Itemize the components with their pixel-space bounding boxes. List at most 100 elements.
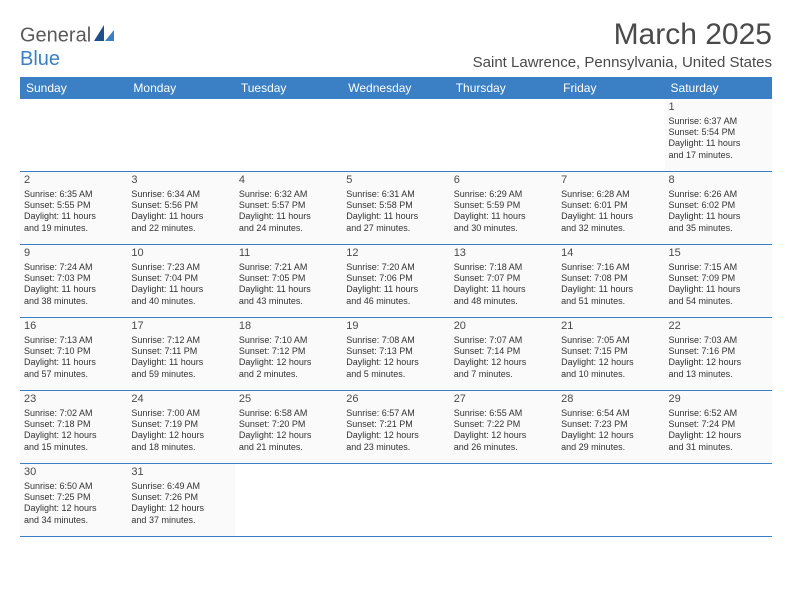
month-title: March 2025 — [473, 18, 772, 52]
day2-text: and 26 minutes. — [454, 442, 553, 453]
brand-name: GeneralBlue — [20, 24, 115, 71]
day-cell: 21Sunrise: 7:05 AMSunset: 7:15 PMDayligh… — [557, 318, 664, 390]
sail-icon — [93, 24, 115, 48]
day2-text: and 43 minutes. — [239, 296, 338, 307]
day-cell-empty — [342, 464, 449, 536]
day-cell-empty — [450, 99, 557, 171]
sunrise-text: Sunrise: 7:07 AM — [454, 335, 553, 346]
day1-text: Daylight: 11 hours — [346, 284, 445, 295]
sunrise-text: Sunrise: 6:57 AM — [346, 408, 445, 419]
day1-text: Daylight: 11 hours — [561, 284, 660, 295]
day2-text: and 13 minutes. — [669, 369, 768, 380]
day-number: 4 — [239, 174, 338, 188]
sunset-text: Sunset: 6:01 PM — [561, 200, 660, 211]
sunrise-text: Sunrise: 6:28 AM — [561, 189, 660, 200]
day-cell: 8Sunrise: 6:26 AMSunset: 6:02 PMDaylight… — [665, 172, 772, 244]
sunset-text: Sunset: 6:02 PM — [669, 200, 768, 211]
day-number: 2 — [24, 174, 123, 188]
day-number: 10 — [131, 247, 230, 261]
day1-text: Daylight: 12 hours — [346, 357, 445, 368]
day2-text: and 22 minutes. — [131, 223, 230, 234]
day-cell: 1Sunrise: 6:37 AMSunset: 5:54 PMDaylight… — [665, 99, 772, 171]
sunrise-text: Sunrise: 6:26 AM — [669, 189, 768, 200]
sunrise-text: Sunrise: 6:37 AM — [669, 116, 768, 127]
day2-text: and 38 minutes. — [24, 296, 123, 307]
day2-text: and 54 minutes. — [669, 296, 768, 307]
day1-text: Daylight: 12 hours — [131, 430, 230, 441]
day-cell: 2Sunrise: 6:35 AMSunset: 5:55 PMDaylight… — [20, 172, 127, 244]
day-cell: 6Sunrise: 6:29 AMSunset: 5:59 PMDaylight… — [450, 172, 557, 244]
day2-text: and 59 minutes. — [131, 369, 230, 380]
location: Saint Lawrence, Pennsylvania, United Sta… — [473, 54, 772, 71]
day-number: 30 — [24, 466, 123, 480]
day-cell: 3Sunrise: 6:34 AMSunset: 5:56 PMDaylight… — [127, 172, 234, 244]
day-cell-empty — [665, 464, 772, 536]
sunrise-text: Sunrise: 7:00 AM — [131, 408, 230, 419]
sunrise-text: Sunrise: 7:08 AM — [346, 335, 445, 346]
brand-name-a: General — [20, 24, 91, 46]
brand-logo: GeneralBlue — [20, 24, 115, 71]
day1-text: Daylight: 12 hours — [454, 357, 553, 368]
day1-text: Daylight: 12 hours — [239, 430, 338, 441]
day-cell-empty — [127, 99, 234, 171]
sunset-text: Sunset: 7:11 PM — [131, 346, 230, 357]
sunset-text: Sunset: 7:08 PM — [561, 273, 660, 284]
day-number: 5 — [346, 174, 445, 188]
day1-text: Daylight: 11 hours — [24, 357, 123, 368]
day-cell: 9Sunrise: 7:24 AMSunset: 7:03 PMDaylight… — [20, 245, 127, 317]
dow-thursday: Thursday — [450, 77, 557, 99]
day-cell: 22Sunrise: 7:03 AMSunset: 7:16 PMDayligh… — [665, 318, 772, 390]
dow-tuesday: Tuesday — [235, 77, 342, 99]
day-number: 8 — [669, 174, 768, 188]
day1-text: Daylight: 11 hours — [669, 284, 768, 295]
day-number: 9 — [24, 247, 123, 261]
day-number: 16 — [24, 320, 123, 334]
sunset-text: Sunset: 7:12 PM — [239, 346, 338, 357]
day-number: 19 — [346, 320, 445, 334]
day1-text: Daylight: 11 hours — [239, 211, 338, 222]
day2-text: and 46 minutes. — [346, 296, 445, 307]
day-cell: 24Sunrise: 7:00 AMSunset: 7:19 PMDayligh… — [127, 391, 234, 463]
sunset-text: Sunset: 5:58 PM — [346, 200, 445, 211]
day-cell-empty — [235, 99, 342, 171]
day-number: 25 — [239, 393, 338, 407]
day1-text: Daylight: 11 hours — [131, 211, 230, 222]
day-cell: 19Sunrise: 7:08 AMSunset: 7:13 PMDayligh… — [342, 318, 449, 390]
day-number: 18 — [239, 320, 338, 334]
day-number: 11 — [239, 247, 338, 261]
day-cell: 18Sunrise: 7:10 AMSunset: 7:12 PMDayligh… — [235, 318, 342, 390]
day-cell: 4Sunrise: 6:32 AMSunset: 5:57 PMDaylight… — [235, 172, 342, 244]
sunset-text: Sunset: 7:05 PM — [239, 273, 338, 284]
week-row: 16Sunrise: 7:13 AMSunset: 7:10 PMDayligh… — [20, 318, 772, 391]
sunrise-text: Sunrise: 6:52 AM — [669, 408, 768, 419]
day1-text: Daylight: 12 hours — [24, 503, 123, 514]
sunrise-text: Sunrise: 7:05 AM — [561, 335, 660, 346]
sunrise-text: Sunrise: 6:49 AM — [131, 481, 230, 492]
day2-text: and 2 minutes. — [239, 369, 338, 380]
day1-text: Daylight: 11 hours — [669, 138, 768, 149]
sunset-text: Sunset: 5:55 PM — [24, 200, 123, 211]
day-cell-empty — [235, 464, 342, 536]
day-cell: 26Sunrise: 6:57 AMSunset: 7:21 PMDayligh… — [342, 391, 449, 463]
sunset-text: Sunset: 7:09 PM — [669, 273, 768, 284]
sunset-text: Sunset: 7:19 PM — [131, 419, 230, 430]
sunrise-text: Sunrise: 7:03 AM — [669, 335, 768, 346]
sunrise-text: Sunrise: 6:29 AM — [454, 189, 553, 200]
day-cell: 11Sunrise: 7:21 AMSunset: 7:05 PMDayligh… — [235, 245, 342, 317]
sunrise-text: Sunrise: 7:20 AM — [346, 262, 445, 273]
day2-text: and 10 minutes. — [561, 369, 660, 380]
day1-text: Daylight: 11 hours — [561, 211, 660, 222]
week-row: 2Sunrise: 6:35 AMSunset: 5:55 PMDaylight… — [20, 172, 772, 245]
day1-text: Daylight: 12 hours — [346, 430, 445, 441]
day2-text: and 37 minutes. — [131, 515, 230, 526]
sunset-text: Sunset: 5:57 PM — [239, 200, 338, 211]
day-cell-empty — [20, 99, 127, 171]
dow-monday: Monday — [127, 77, 234, 99]
day2-text: and 48 minutes. — [454, 296, 553, 307]
day1-text: Daylight: 11 hours — [24, 211, 123, 222]
sunset-text: Sunset: 7:03 PM — [24, 273, 123, 284]
sunset-text: Sunset: 7:21 PM — [346, 419, 445, 430]
sunrise-text: Sunrise: 6:50 AM — [24, 481, 123, 492]
sunset-text: Sunset: 7:13 PM — [346, 346, 445, 357]
sunrise-text: Sunrise: 6:35 AM — [24, 189, 123, 200]
